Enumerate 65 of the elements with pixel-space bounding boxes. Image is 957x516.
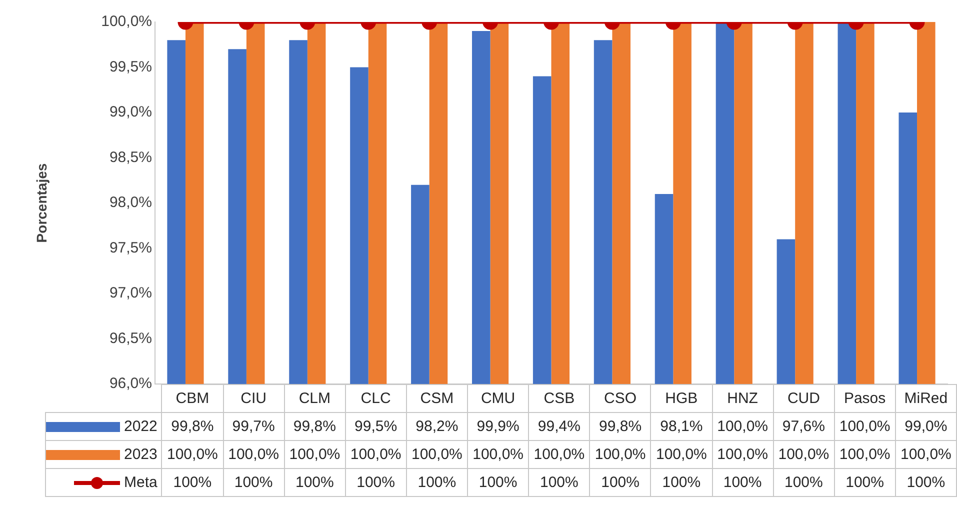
legend-label: 2023 [46,440,162,468]
data-label: 99,7% [223,412,284,440]
y-axis-title: Porcentajes [33,163,50,243]
data-label: 100% [650,468,712,496]
y-tick-label: 97,0% [109,284,152,302]
y-tick-label: 99,0% [109,104,152,121]
data-label: 100,0% [468,440,529,468]
data-label: 100,0% [834,440,896,468]
data-label: 100,0% [712,440,774,468]
x-tick-label: CSM [406,384,468,412]
x-tick-label: CUD [773,384,834,412]
data-label: 99,9% [468,412,529,440]
data-label: 98,2% [406,412,468,440]
data-label: 98,1% [650,412,712,440]
x-tick-label: MiRed [895,384,956,412]
x-tick-label: CMU [468,384,529,412]
data-label: 100% [468,468,529,496]
legend-label: 2022 [46,412,162,440]
data-label: 99,5% [345,412,406,440]
data-label: 100,0% [345,440,406,468]
y-tick-label: 99,5% [109,58,152,76]
legend-label: Meta [46,468,162,496]
x-tick-label: CSB [528,384,590,412]
data-label: 100% [284,468,346,496]
y-tick-label: 100,0% [101,13,152,30]
data-label: 100% [834,468,896,496]
x-tick-label: HNZ [712,384,774,412]
data-label: 100,0% [162,440,223,468]
y-tick-label: 96,0% [109,375,152,392]
data-label: 100% [162,468,223,496]
x-tick-label: CLC [345,384,406,412]
x-tick-label: CBM [162,384,223,412]
data-label: 100,0% [406,440,468,468]
data-label: 100,0% [895,440,956,468]
data-label: 97,6% [773,412,834,440]
data-label: 100,0% [284,440,346,468]
y-tick-label: 98,0% [109,194,152,212]
y-tick-label: 98,5% [109,148,152,166]
data-label: 100,0% [590,440,651,468]
data-label: 100% [773,468,834,496]
data-label: 100% [712,468,774,496]
data-label: 99,0% [895,412,956,440]
data-label: 100,0% [712,412,774,440]
data-label: 100,0% [528,440,590,468]
x-tick-label: CIU [223,384,284,412]
data-label: 100,0% [773,440,834,468]
x-tick-label: CLM [284,384,346,412]
x-tick-label: HGB [650,384,712,412]
x-tick-label: CSO [590,384,651,412]
data-label: 100% [223,468,284,496]
y-tick-label: 97,5% [109,239,152,256]
data-label: 100% [345,468,406,496]
y-tick-label: 96,5% [109,330,152,347]
data-label: 100,0% [223,440,284,468]
data-label: 100% [590,468,651,496]
data-label: 100% [895,468,956,496]
data-label: 99,8% [284,412,346,440]
data-label: 99,8% [590,412,651,440]
data-label: 99,8% [162,412,223,440]
data-label: 100,0% [650,440,712,468]
data-label: 100,0% [834,412,896,440]
x-tick-label: Pasos [834,384,896,412]
data-label: 100% [406,468,468,496]
data-label: 100% [528,468,590,496]
data-label: 99,4% [528,412,590,440]
